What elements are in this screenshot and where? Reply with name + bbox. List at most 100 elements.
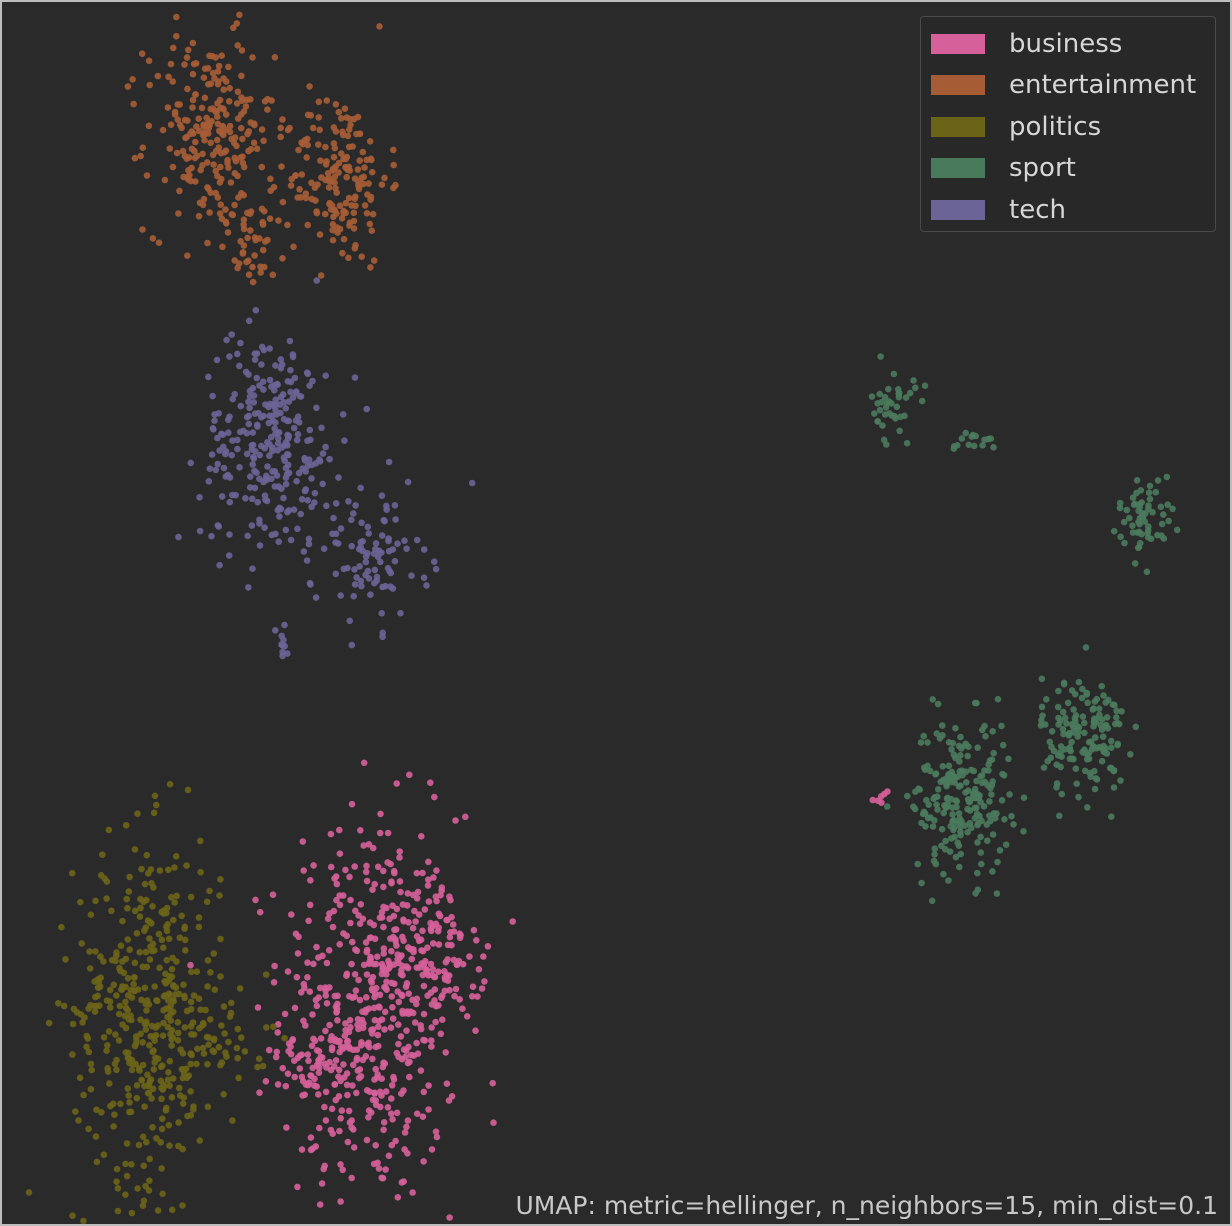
point-entertainment — [309, 124, 317, 132]
point-entertainment — [344, 132, 352, 140]
point-tech — [272, 362, 279, 369]
point-entertainment — [217, 201, 224, 208]
point-politics — [153, 801, 160, 809]
point-politics — [150, 809, 158, 817]
point-tech — [326, 455, 333, 463]
point-politics — [122, 1004, 130, 1012]
point-business — [427, 779, 434, 786]
legend-item-business: business — [921, 23, 1215, 65]
point-business — [347, 896, 354, 904]
point-entertainment — [234, 264, 241, 272]
point-business — [406, 771, 413, 779]
point-tech — [373, 573, 381, 581]
point-tech — [226, 531, 233, 538]
point-politics — [137, 904, 144, 912]
point-sport — [964, 805, 971, 813]
point-tech — [187, 459, 194, 467]
point-business — [389, 1015, 397, 1022]
point-business — [353, 1046, 361, 1053]
point-business — [372, 1065, 380, 1073]
point-sport — [934, 806, 941, 813]
point-tech — [280, 494, 287, 502]
point-business — [348, 1117, 356, 1124]
point-business — [389, 902, 396, 909]
point-business — [430, 874, 437, 881]
point-business — [333, 880, 341, 888]
point-sport — [978, 772, 986, 779]
point-entertainment — [287, 182, 295, 189]
point-tech — [246, 393, 254, 400]
point-politics — [241, 1048, 249, 1055]
point-politics — [142, 1026, 149, 1033]
point-entertainment — [327, 206, 335, 213]
point-business — [347, 919, 354, 927]
point-tech — [385, 537, 392, 545]
point-entertainment — [238, 47, 246, 54]
point-business — [475, 966, 483, 973]
point-business — [313, 943, 320, 951]
point-sport — [910, 803, 917, 810]
point-tech — [362, 558, 370, 566]
point-business — [455, 957, 463, 965]
point-politics — [131, 846, 139, 853]
point-business — [336, 892, 343, 899]
point-entertainment — [390, 161, 398, 169]
point-entertainment — [279, 254, 286, 262]
point-sport — [1061, 714, 1069, 722]
point-politics — [139, 963, 147, 971]
point-politics — [134, 1185, 141, 1192]
point-tech — [432, 565, 440, 573]
point-sport — [977, 849, 985, 856]
point-politics — [153, 1135, 160, 1142]
point-business — [413, 964, 421, 971]
point-business — [397, 888, 404, 896]
point-entertainment — [340, 210, 348, 217]
point-sport — [1090, 743, 1098, 751]
point-entertainment — [294, 194, 302, 201]
point-sport — [1060, 730, 1067, 738]
point-business — [392, 1137, 399, 1145]
point-politics — [100, 1034, 108, 1041]
point-sport — [994, 858, 1001, 866]
point-entertainment — [251, 121, 258, 129]
point-tech — [213, 356, 221, 364]
point-business — [293, 973, 301, 981]
point-tech — [382, 582, 389, 590]
point-business — [410, 1052, 418, 1059]
point-tech — [312, 594, 320, 601]
point-entertainment — [203, 159, 211, 166]
point-sport — [874, 400, 881, 407]
point-sport — [946, 848, 954, 855]
point-business — [372, 1142, 380, 1149]
point-tech — [268, 475, 275, 483]
point-business — [442, 1049, 450, 1056]
point-politics — [124, 936, 132, 943]
point-tech — [304, 370, 312, 378]
point-politics — [172, 853, 180, 860]
point-politics — [87, 1085, 95, 1093]
point-business — [478, 985, 486, 992]
point-tech — [385, 547, 393, 555]
point-business — [429, 966, 437, 973]
point-sport — [940, 809, 947, 817]
point-entertainment — [368, 227, 376, 234]
point-entertainment — [350, 115, 358, 123]
point-business — [323, 1000, 331, 1007]
point-politics — [159, 1062, 166, 1069]
point-politics — [117, 1100, 124, 1108]
legend-item-entertainment: entertainment — [921, 65, 1215, 107]
point-tech — [308, 475, 315, 482]
point-politics — [87, 1060, 95, 1068]
point-entertainment — [325, 184, 333, 191]
point-business — [413, 895, 421, 902]
point-business — [284, 968, 292, 975]
point-sport — [922, 823, 929, 830]
point-sport — [1096, 711, 1103, 719]
point-entertainment — [161, 176, 169, 184]
point-politics — [25, 1189, 33, 1196]
point-politics — [168, 1042, 175, 1049]
point-entertainment — [189, 39, 197, 47]
point-business — [348, 960, 355, 968]
point-tech — [357, 484, 365, 492]
point-sport — [955, 810, 963, 817]
